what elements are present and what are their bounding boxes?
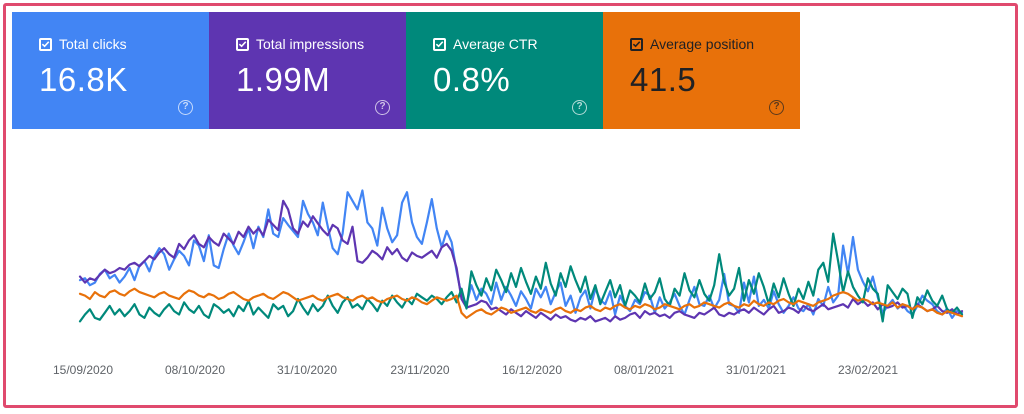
metric-value: 0.8%	[433, 61, 511, 98]
metric-label: Average position	[650, 36, 755, 52]
series-line-average-ctr	[78, 232, 964, 323]
help-circle-icon[interactable]: ?	[769, 100, 784, 115]
x-tick-label: 16/12/2020	[502, 363, 562, 377]
help-circle-icon[interactable]: ?	[178, 100, 193, 115]
x-tick-label: 23/02/2021	[838, 363, 898, 377]
x-tick-label: 08/01/2021	[614, 363, 674, 377]
help-circle-icon[interactable]: ?	[572, 100, 587, 115]
x-tick-label: 08/10/2020	[165, 363, 225, 377]
checkbox-checked-icon[interactable]	[630, 37, 643, 51]
checkbox-checked-icon[interactable]	[236, 37, 249, 51]
x-tick-label: 15/09/2020	[53, 363, 113, 377]
series-line-average-position	[78, 287, 964, 319]
metric-value: 41.5	[630, 61, 697, 98]
metric-cards: Total clicks 16.8K ? Total impressions 1…	[12, 12, 800, 129]
metric-card-total-clicks[interactable]: Total clicks 16.8K ?	[12, 12, 209, 129]
x-tick-label: 31/10/2020	[277, 363, 337, 377]
metric-card-total-impressions[interactable]: Total impressions 1.99M ?	[209, 12, 406, 129]
x-tick-label: 31/01/2021	[726, 363, 786, 377]
metric-card-header: Average position	[630, 36, 782, 52]
metric-card-average-ctr[interactable]: Average CTR 0.8% ?	[406, 12, 603, 129]
checkbox-checked-icon[interactable]	[433, 37, 446, 51]
checkbox-checked-icon[interactable]	[39, 37, 52, 51]
x-tick-label: 23/11/2020	[390, 363, 449, 377]
metric-card-header: Average CTR	[433, 36, 585, 52]
metric-label: Total clicks	[59, 36, 127, 52]
metric-card-header: Total clicks	[39, 36, 191, 52]
metric-value: 1.99M	[236, 61, 331, 98]
metric-value: 16.8K	[39, 61, 128, 98]
series-line-total-impressions	[78, 199, 964, 323]
help-circle-icon[interactable]: ?	[375, 100, 390, 115]
metric-card-header: Total impressions	[236, 36, 388, 52]
metric-label: Total impressions	[256, 36, 365, 52]
metric-card-average-position[interactable]: Average position 41.5 ?	[603, 12, 800, 129]
metric-label: Average CTR	[453, 36, 538, 52]
